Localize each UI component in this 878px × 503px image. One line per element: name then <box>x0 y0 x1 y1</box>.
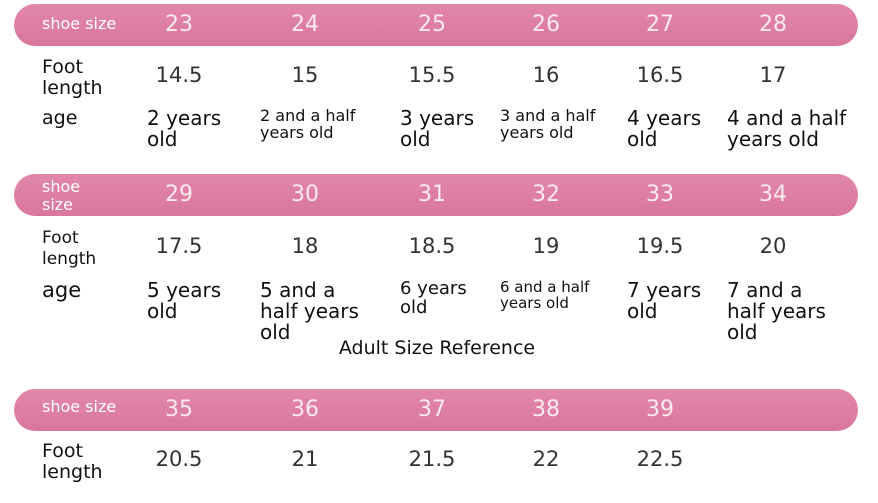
foot-length: 18.5 <box>408 234 456 258</box>
foot-length: 19 <box>532 234 560 258</box>
age-value: 7 years old <box>627 278 702 323</box>
foot-length: 17.5 <box>155 234 203 258</box>
age-value: 6 years old <box>400 278 467 318</box>
shoe-size: 36 <box>291 397 319 422</box>
age-value: 5 years old <box>147 278 222 323</box>
shoe-size: 25 <box>418 12 446 37</box>
section-title: Adult Size Reference <box>338 337 536 359</box>
foot-length: 14.5 <box>155 63 203 87</box>
foot-length: 15 <box>291 63 319 87</box>
foot-length: 18 <box>291 234 319 258</box>
age-value: 3 and a half years old <box>500 106 596 142</box>
header-label: shoe size <box>42 177 81 214</box>
shoe-size: 29 <box>165 182 193 207</box>
age-value: 6 and a half years old <box>500 278 590 312</box>
age-value: 7 and a half years old <box>727 278 826 344</box>
shoe-size: 32 <box>532 182 560 207</box>
row-label: Foot length <box>42 56 103 99</box>
age-value: 2 and a half years old <box>260 106 356 142</box>
foot-length: 20 <box>759 234 787 258</box>
foot-length: 17 <box>759 63 787 87</box>
shoe-size: 24 <box>291 12 319 37</box>
header-bar <box>14 174 858 216</box>
age-value: 3 years old <box>400 106 475 151</box>
age-value: 5 and a half years old <box>260 278 359 344</box>
foot-length: 15.5 <box>408 63 456 87</box>
row-label: Foot length <box>42 440 103 483</box>
shoe-size: 37 <box>418 397 446 422</box>
shoe-size: 33 <box>646 182 674 207</box>
age-value: 4 years old <box>627 106 702 151</box>
header-bar <box>14 389 858 431</box>
shoe-size: 27 <box>646 12 674 37</box>
shoe-size: 30 <box>291 182 319 207</box>
shoe-size: 31 <box>418 182 446 207</box>
foot-length: 20.5 <box>155 447 203 471</box>
shoe-size: 39 <box>646 397 674 422</box>
foot-length: 22.5 <box>636 447 684 471</box>
header-bar <box>14 4 858 46</box>
row-label: age <box>42 107 78 129</box>
shoe-size: 28 <box>759 12 787 37</box>
header-label: shoe size <box>42 397 117 416</box>
foot-length: 19.5 <box>636 234 684 258</box>
foot-length: 21 <box>291 447 319 471</box>
shoe-size: 23 <box>165 12 193 37</box>
row-label: Foot length <box>42 228 97 269</box>
shoe-size: 34 <box>759 182 787 207</box>
age-value: 4 and a half years old <box>727 106 847 151</box>
shoe-size: 35 <box>165 397 193 422</box>
header-label: shoe size <box>42 14 117 33</box>
shoe-size: 38 <box>532 397 560 422</box>
foot-length: 16 <box>532 63 560 87</box>
foot-length: 16.5 <box>636 63 684 87</box>
age-value: 2 years old <box>147 106 222 151</box>
row-label: age <box>42 278 82 302</box>
shoe-size: 26 <box>532 12 560 37</box>
foot-length: 22 <box>532 447 560 471</box>
foot-length: 21.5 <box>408 447 456 471</box>
